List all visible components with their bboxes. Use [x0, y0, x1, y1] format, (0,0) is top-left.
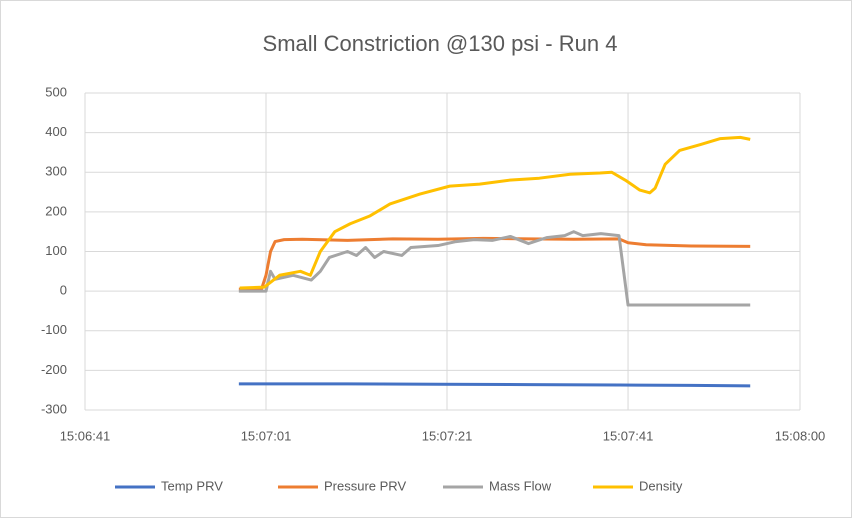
x-tick-label: 15:07:21	[422, 428, 473, 443]
y-tick-label: 200	[45, 203, 67, 218]
y-tick-label: 100	[45, 243, 67, 258]
legend-label: Mass Flow	[489, 478, 552, 493]
x-tick-label: 15:07:41	[603, 428, 654, 443]
y-tick-label: 400	[45, 124, 67, 139]
series-line	[238, 382, 751, 388]
legend-label: Temp PRV	[161, 478, 223, 493]
legend-label: Density	[639, 478, 683, 493]
x-tick-label: 15:08:00	[775, 428, 826, 443]
x-tick-label: 15:06:41	[60, 428, 111, 443]
series-line	[238, 236, 751, 291]
series-line	[239, 135, 751, 290]
y-tick-label: 0	[60, 283, 67, 298]
legend-label: Pressure PRV	[324, 478, 406, 493]
y-tick-label: 300	[45, 164, 67, 179]
chart-title: Small Constriction @130 psi - Run 4	[263, 31, 618, 56]
y-tick-label: -100	[41, 322, 67, 337]
x-tick-label: 15:07:01	[241, 428, 292, 443]
y-tick-label: 500	[45, 84, 67, 99]
series-line	[238, 230, 751, 307]
y-tick-label: -300	[41, 401, 67, 416]
y-tick-label: -200	[41, 362, 67, 377]
